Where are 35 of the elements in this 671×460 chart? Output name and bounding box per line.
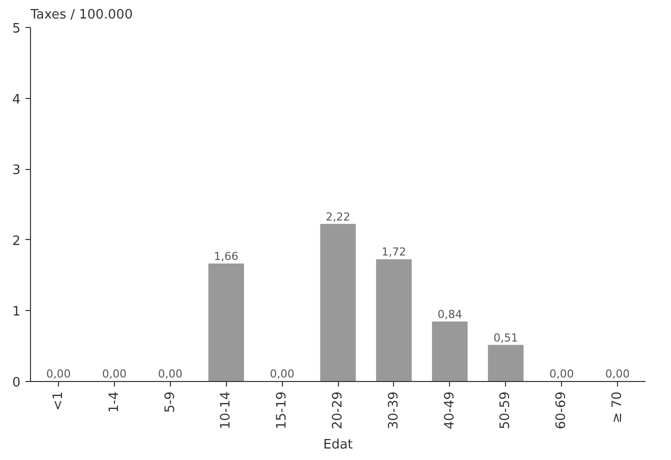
bar <box>376 259 412 382</box>
x-tick-label: 5-9 <box>162 392 178 413</box>
bar <box>488 344 524 382</box>
y-tick-label: 4 <box>12 92 21 108</box>
x-tick-label: <1 <box>50 391 66 411</box>
data-label: 0,00 <box>549 368 574 380</box>
x-tick-label: 50-59 <box>498 391 514 430</box>
data-label: 2,22 <box>326 210 350 224</box>
x-tick-label: 40-49 <box>442 391 458 430</box>
data-label: 0,00 <box>605 368 630 380</box>
x-tick-label: 15-19 <box>274 391 290 430</box>
y-tick-label: 0 <box>12 376 21 390</box>
x-axis-title: Edat <box>323 437 353 452</box>
x-tick-label: 30-39 <box>386 391 402 430</box>
data-label: 0,00 <box>102 368 127 380</box>
data-label: 0,00 <box>158 368 183 380</box>
y-tick-label: 2 <box>12 234 21 249</box>
x-tick-label: 20-29 <box>330 391 346 430</box>
data-label: 1,72 <box>382 246 406 259</box>
bar <box>208 263 244 382</box>
data-label: 0,00 <box>270 368 294 380</box>
x-tick-label: 60-69 <box>554 391 570 430</box>
data-label: 0,84 <box>438 308 462 322</box>
data-label: 1,66 <box>214 250 238 263</box>
x-tick-label: 1-4 <box>106 392 122 413</box>
x-tick-label: 10-14 <box>218 391 234 430</box>
y-axis-title: Taxes / 100.000 <box>30 8 133 22</box>
y-tick-label: 3 <box>12 163 21 178</box>
y-tick-label: 1 <box>12 304 21 320</box>
data-label: 0,00 <box>46 368 71 380</box>
x-tick-label: ≥ 70 <box>610 391 626 424</box>
data-label: 0,51 <box>493 331 518 344</box>
bar <box>320 224 356 382</box>
y-tick-label: 5 <box>12 22 21 36</box>
bar <box>432 322 468 382</box>
